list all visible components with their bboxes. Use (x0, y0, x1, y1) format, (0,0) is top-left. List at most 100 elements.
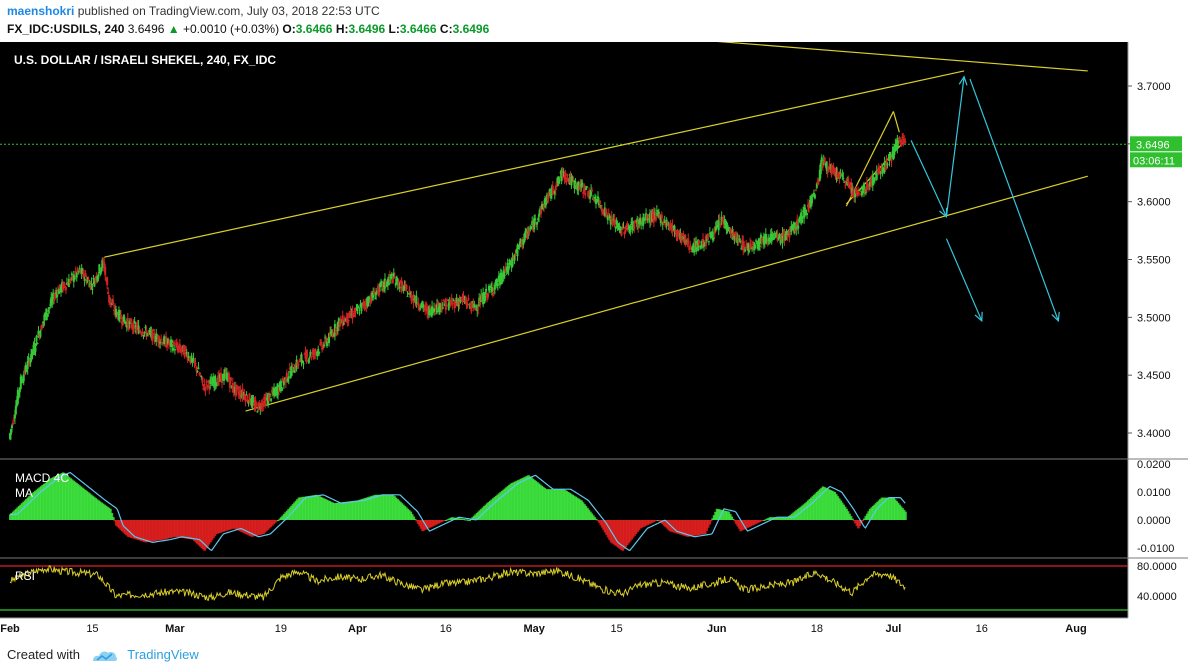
candle-body (812, 192, 815, 195)
macd-bar (296, 499, 299, 520)
macd-bar (871, 506, 875, 520)
candle-body (715, 225, 718, 229)
countdown-label: 03:06:11 (1133, 155, 1175, 167)
macd-bar (883, 497, 887, 520)
candle-body (68, 281, 71, 284)
macd-bar (153, 520, 156, 541)
macd-bar (852, 520, 856, 522)
macd-bar (390, 494, 393, 520)
macd-bar (397, 500, 401, 520)
candle-body (558, 179, 561, 181)
macd-bar (297, 497, 301, 520)
candle-body (115, 311, 118, 315)
author-link[interactable]: maenshokri (7, 4, 75, 18)
macd-bar (843, 506, 847, 520)
channel-upper-line (104, 70, 965, 258)
candle-body (503, 274, 506, 276)
macd-bar (452, 517, 455, 520)
macd-bar (441, 520, 445, 522)
macd-bar (809, 497, 813, 520)
candle-body (750, 244, 753, 246)
macd-bar (518, 479, 522, 520)
macd-bar (138, 520, 142, 541)
candle-body (610, 215, 613, 221)
macd-bar (254, 520, 258, 536)
macd-bar (303, 496, 307, 520)
candle-body (446, 299, 449, 301)
candle-body (203, 383, 206, 387)
macd-tick-label: -0.0100 (1137, 543, 1174, 555)
candle-body (711, 231, 714, 240)
macd-bar (225, 520, 229, 531)
candle-body (58, 289, 61, 294)
macd-bar (140, 520, 143, 541)
price-change: +0.0010 (+0.03%) (183, 22, 280, 36)
macd-bar (210, 520, 214, 541)
candle-body (514, 254, 517, 256)
macd-bar (29, 494, 33, 520)
macd-bar (602, 520, 605, 531)
macd-bar (754, 520, 757, 525)
time-tick-label: 16 (440, 623, 452, 635)
candle-body (484, 295, 487, 301)
macd-bar (437, 520, 441, 524)
macd-bar (430, 520, 433, 527)
candle-body (368, 297, 371, 301)
macd-bar (508, 484, 511, 520)
price-chart[interactable]: U.S. DOLLAR / ISRAELI SHEKEL, 240, FX_ID… (0, 42, 1188, 640)
candle-body (838, 171, 841, 179)
tradingview-link[interactable]: TradingView (127, 647, 199, 662)
candle-body (309, 351, 312, 356)
candle-body (258, 402, 261, 404)
candle-body (470, 307, 473, 312)
macd-bar (475, 513, 479, 520)
macd-bar (899, 506, 903, 520)
macd-bar (362, 498, 365, 520)
candle-body (776, 233, 779, 242)
macd-label: MACD 4C (15, 471, 69, 485)
candle-body (245, 394, 248, 396)
candle-body (878, 168, 881, 174)
macd-bar (540, 485, 544, 520)
macd-bar (427, 520, 430, 529)
macd-bar (228, 520, 231, 530)
candle-body (633, 224, 636, 230)
candle-body (413, 298, 416, 301)
macd-bar (737, 520, 741, 529)
macd-bar (406, 508, 410, 520)
candle-body (808, 206, 811, 209)
macd-bar (767, 517, 770, 520)
macd-bar (646, 520, 650, 525)
macd-bar (678, 520, 682, 535)
candle-body (77, 271, 80, 273)
macd-bar (238, 520, 242, 532)
macd-bar (561, 489, 564, 520)
candle-body (91, 288, 94, 290)
candle-body (690, 251, 693, 253)
candle-body (577, 181, 580, 190)
candle-body (100, 267, 103, 273)
macd-bar (435, 520, 439, 525)
macd-bar (480, 508, 483, 520)
candle-body (161, 342, 164, 345)
macd-bar (318, 496, 321, 520)
candle-body (528, 231, 531, 234)
candle-body (147, 331, 150, 333)
macd-bar (325, 499, 329, 520)
candle-body (688, 246, 691, 251)
candle-body (36, 342, 39, 345)
candle-body (704, 236, 707, 246)
candle-body (287, 376, 290, 379)
candle-body (901, 136, 904, 138)
candle-body (445, 305, 448, 307)
candle-body (654, 213, 657, 221)
macd-bar (487, 501, 491, 520)
candle-body (644, 219, 647, 221)
resistance-line (716, 42, 1088, 72)
chart-title: U.S. DOLLAR / ISRAELI SHEKEL, 240, FX_ID… (14, 53, 276, 67)
candle-body (451, 302, 454, 305)
macd-bar (241, 520, 245, 533)
candle-body (236, 386, 239, 389)
macd-bar (132, 520, 136, 539)
macd-bar (170, 520, 174, 538)
